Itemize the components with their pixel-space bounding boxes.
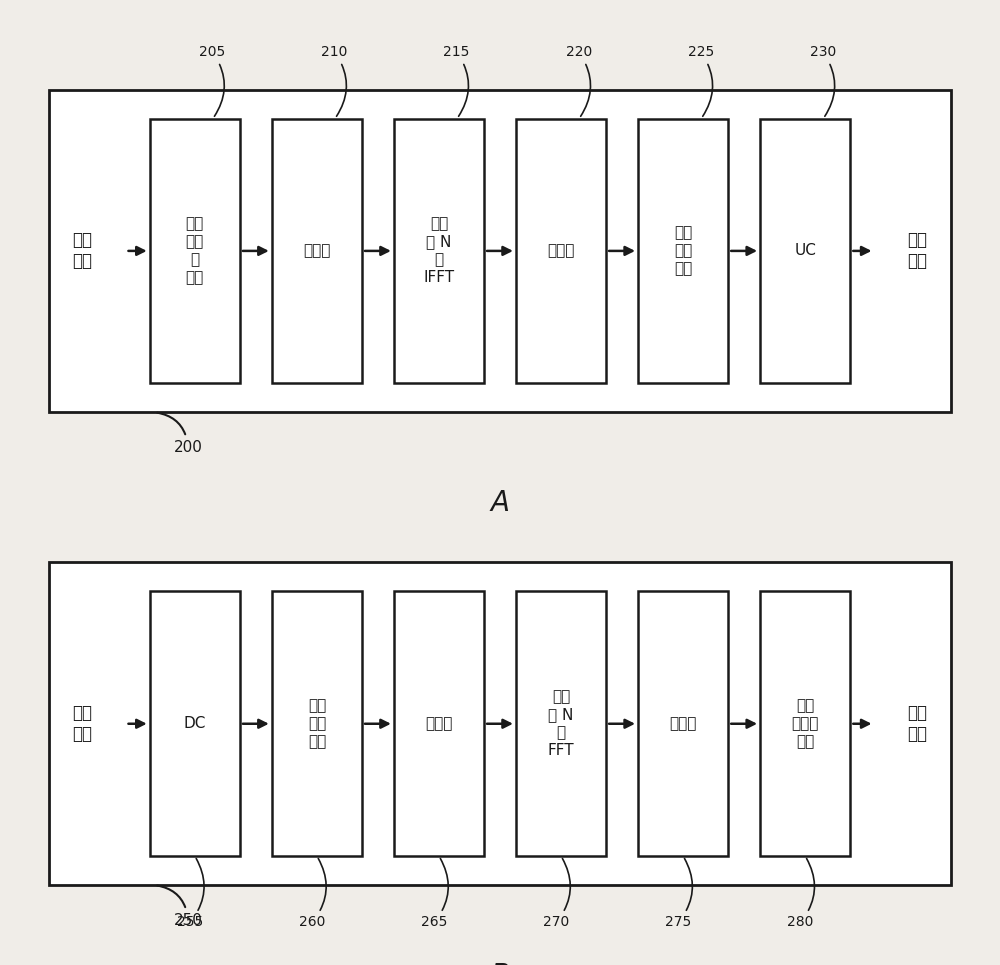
Bar [394, 119, 484, 383]
Text: 数据
编码
和
调制: 数据 编码 和 调制 [186, 216, 204, 286]
Text: 215: 215 [443, 45, 470, 117]
Text: 去除
循环
前缀: 去除 循环 前缀 [308, 699, 326, 749]
Text: 265: 265 [421, 859, 448, 929]
Text: 数据
输出: 数据 输出 [908, 704, 928, 743]
Text: UC: UC [794, 243, 816, 259]
Text: 230: 230 [810, 45, 836, 117]
Text: 大小
为 N
的
IFFT: 大小 为 N 的 IFFT [423, 216, 455, 286]
Text: 205: 205 [199, 45, 226, 117]
Text: DC: DC [184, 716, 206, 731]
Bar [272, 592, 362, 856]
Text: A: A [490, 488, 510, 516]
Text: 225: 225 [688, 45, 714, 117]
Bar [760, 592, 850, 856]
Text: 并到串: 并到串 [547, 243, 575, 259]
Bar [150, 119, 240, 383]
Text: 串到并: 串到并 [303, 243, 331, 259]
Text: 210: 210 [321, 45, 348, 117]
Bar [394, 592, 484, 856]
Text: 220: 220 [566, 45, 592, 117]
Bar [760, 119, 850, 383]
Text: 并到串: 并到串 [669, 716, 697, 731]
Bar [638, 592, 728, 856]
Text: 200: 200 [157, 413, 202, 455]
Text: 来自
信道: 来自 信道 [72, 704, 92, 743]
Text: 255: 255 [177, 859, 204, 929]
Bar [638, 119, 728, 383]
Bar [516, 592, 606, 856]
Text: 250: 250 [157, 886, 202, 927]
Text: 260: 260 [299, 859, 326, 929]
Bar [150, 592, 240, 856]
Text: 信道
解码和
解调: 信道 解码和 解调 [791, 699, 819, 749]
Text: 串到并: 串到并 [425, 716, 453, 731]
Bar [272, 119, 362, 383]
Text: 280: 280 [787, 859, 814, 929]
Bar [49, 90, 951, 412]
Text: 去往
信道: 去往 信道 [908, 232, 928, 270]
Text: 大小
为 N
的
FFT: 大小 为 N 的 FFT [548, 689, 574, 758]
Bar [516, 119, 606, 383]
Text: 添加
循环
前缀: 添加 循环 前缀 [674, 226, 692, 276]
Bar [49, 563, 951, 885]
Text: 数据
输入: 数据 输入 [72, 232, 92, 270]
Text: 275: 275 [665, 859, 692, 929]
Text: B: B [490, 961, 510, 965]
Text: 270: 270 [543, 859, 570, 929]
